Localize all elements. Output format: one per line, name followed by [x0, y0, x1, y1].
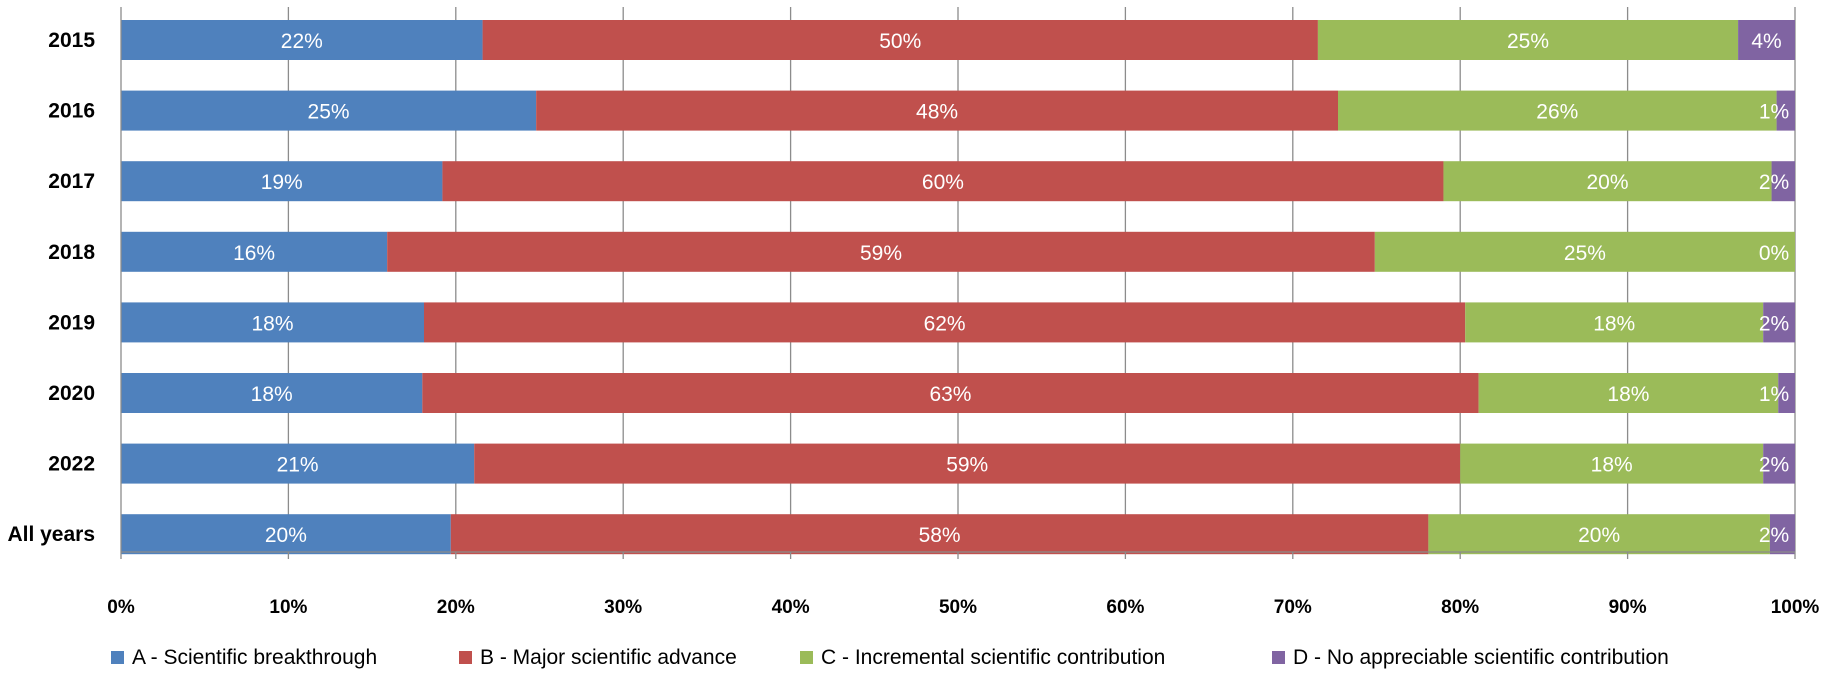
data-label: 20% [265, 524, 307, 547]
category-label: All years [7, 523, 95, 546]
legend-swatch [111, 651, 124, 664]
data-label: 22% [281, 30, 323, 53]
bar-segment [121, 373, 423, 413]
bar-segment [1763, 302, 1795, 343]
bar-segment [1428, 514, 1770, 555]
category-label: 2020 [48, 382, 95, 405]
data-label: 0% [1759, 242, 1789, 265]
bar-segment [1443, 161, 1772, 202]
bar-segment [450, 514, 1429, 555]
bar-segment [1763, 443, 1795, 484]
bar-segment [1776, 90, 1795, 131]
x-tick-label: 80% [1441, 597, 1479, 618]
legend-label: D - No appreciable scientific contributi… [1293, 646, 1669, 669]
bar-segment [121, 20, 483, 60]
bar-segment [1778, 373, 1795, 413]
bar-segment [121, 514, 451, 555]
bar-segment [422, 373, 1479, 413]
bar-segment [121, 302, 424, 343]
data-label: 50% [879, 30, 921, 53]
data-label: 18% [251, 383, 293, 406]
category-label: 2022 [48, 453, 95, 476]
data-label: 58% [919, 524, 961, 547]
x-tick-label: 30% [604, 597, 642, 618]
bar-segment [1771, 161, 1795, 202]
axes: 0% 10% 20% 30% 40% 50% 60% 70% 80% 90% 100% 2015 201… [7, 7, 1819, 618]
category-label: 2016 [48, 100, 95, 123]
bar-segment [1769, 514, 1795, 555]
data-label: 16% [233, 242, 275, 265]
bar-segment [423, 302, 1466, 343]
bar-segment [121, 161, 443, 202]
bar-segment [1738, 20, 1795, 60]
category-label: 2019 [48, 311, 95, 334]
legend-label: C - Incremental scientific contribution [821, 646, 1165, 669]
data-label: 25% [1564, 242, 1606, 265]
data-label: 25% [308, 101, 350, 124]
x-tick-label: 60% [1106, 597, 1144, 618]
legend-swatch [459, 651, 472, 664]
data-label: 18% [251, 312, 293, 335]
data-label: 4% [1751, 30, 1781, 53]
data-label: 18% [1607, 383, 1649, 406]
legend-label: B - Major scientific advance [480, 646, 737, 669]
data-label: 20% [1578, 524, 1620, 547]
bar-segment [1465, 302, 1764, 343]
bar-segment [536, 90, 1338, 131]
category-label: 2018 [48, 241, 95, 264]
category-label: 2015 [48, 29, 95, 52]
x-tick-label: 10% [269, 597, 307, 618]
data-label: 60% [922, 171, 964, 194]
bar-segment [1460, 443, 1764, 484]
bar-segment [482, 20, 1318, 60]
data-label: 2% [1759, 454, 1789, 477]
data-label: 18% [1591, 454, 1633, 477]
data-label: 62% [924, 312, 966, 335]
bar-segment [121, 231, 388, 272]
data-label: 1% [1759, 101, 1789, 124]
data-label: 2% [1759, 171, 1789, 194]
data-label: 2% [1759, 312, 1789, 335]
x-tick-label: 0% [107, 597, 135, 618]
data-label: 59% [860, 242, 902, 265]
x-tick-label: 90% [1609, 597, 1647, 618]
bars: 22% 50% 25% 4% 25% 48% 26% 1% 19% 60% 20% 2% 16% 59% 2… [121, 20, 1795, 555]
x-tick-label: 50% [939, 597, 977, 618]
data-label: 20% [1586, 171, 1628, 194]
data-label: 63% [929, 383, 971, 406]
x-tick-label: 40% [772, 597, 810, 618]
data-label: 2% [1759, 524, 1789, 547]
legend: A - Scientific breakthrough B - Major sci… [111, 646, 1669, 669]
data-label: 26% [1536, 101, 1578, 124]
x-tick-label: 20% [437, 597, 475, 618]
bar-segment [1478, 373, 1779, 413]
bar-segment [1374, 231, 1795, 272]
legend-swatch [1272, 651, 1285, 664]
legend-swatch [800, 651, 813, 664]
legend-label: A - Scientific breakthrough [132, 646, 377, 669]
data-label: 19% [261, 171, 303, 194]
x-tick-label: 70% [1274, 597, 1312, 618]
bar-segment [1337, 90, 1777, 131]
data-label: 21% [277, 454, 319, 477]
data-label: 59% [946, 454, 988, 477]
bar-segment [442, 161, 1444, 202]
category-label: 2017 [48, 170, 95, 193]
x-tick-label: 100% [1771, 597, 1820, 618]
bar-segment [1317, 20, 1739, 60]
data-label: 48% [916, 101, 958, 124]
data-label: 1% [1759, 383, 1789, 406]
data-label: 18% [1593, 312, 1635, 335]
bar-segment [387, 231, 1375, 272]
data-label: 25% [1507, 30, 1549, 53]
bar-segment [121, 90, 537, 131]
bar-segment [121, 443, 475, 484]
bar-segment [474, 443, 1461, 484]
